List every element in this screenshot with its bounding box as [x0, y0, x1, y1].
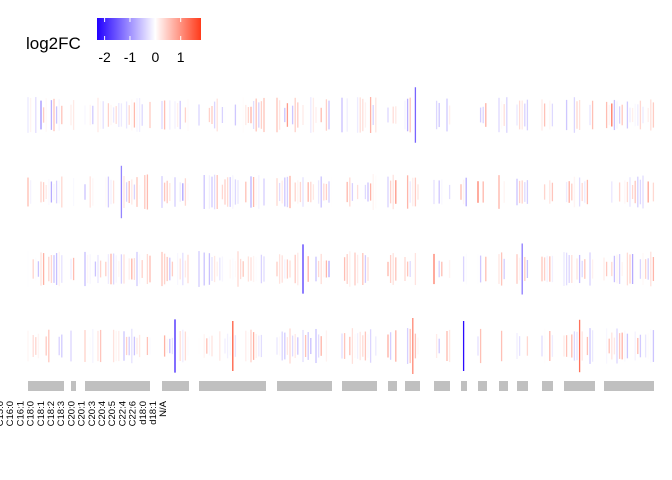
group-bar: [342, 381, 377, 391]
group-bars: [28, 381, 654, 391]
legend-tick-label: 0: [151, 49, 159, 65]
x-axis-label: C20:1: [77, 401, 88, 426]
x-axis-label: C15:0: [0, 401, 6, 426]
group-bar: [405, 381, 420, 391]
x-axis-label: C20:3: [87, 401, 98, 426]
group-bar: [517, 381, 528, 391]
group-bar: [461, 381, 467, 391]
x-axis-label: C16:0: [5, 401, 16, 426]
x-axis-label: C22:4: [117, 401, 128, 426]
heatmap-cells: [27, 87, 655, 375]
legend-tick-label: 1: [177, 49, 185, 65]
group-bar: [162, 381, 189, 391]
group-bar: [499, 381, 508, 391]
legend-colorbar: [97, 18, 201, 40]
x-axis-label: d18:1: [148, 401, 159, 425]
group-bar: [277, 381, 332, 391]
x-axis-label: C20:4: [97, 401, 108, 426]
group-bar: [71, 381, 76, 391]
legend-title: log2FC: [26, 34, 81, 53]
legend-ticks: -2 -1 0 1: [98, 18, 185, 65]
group-bar: [85, 381, 150, 391]
x-axis-label: C20:5: [107, 401, 118, 426]
x-axis-label: N/A: [158, 400, 169, 417]
group-bar: [388, 381, 397, 391]
group-bar: [434, 381, 450, 391]
x-axis-label: d18:0: [138, 401, 149, 425]
group-bar: [199, 381, 266, 391]
group-bar: [478, 381, 487, 391]
group-bar: [542, 381, 553, 391]
x-axis-label: C18:1: [36, 401, 47, 426]
legend: log2FC -2 -1 0 1: [26, 18, 201, 65]
x-axis-labels: C15:0 C16:0 C16:1 C18:0 C18:1 C18:2 C18:3 C20:0…: [0, 400, 169, 426]
x-axis-label: C22:6: [128, 401, 139, 426]
legend-tick-label: -2: [98, 49, 111, 65]
group-bar: [28, 381, 64, 391]
x-axis-label: C20:0: [66, 401, 77, 426]
x-axis-label: C18:3: [56, 401, 67, 426]
x-axis-label: C16:1: [15, 401, 26, 426]
legend-tick-label: -1: [124, 49, 137, 65]
x-axis-label: C18:2: [46, 401, 57, 426]
group-bar: [564, 381, 595, 391]
x-axis-label: C18:0: [26, 401, 37, 426]
group-bar: [604, 381, 654, 391]
